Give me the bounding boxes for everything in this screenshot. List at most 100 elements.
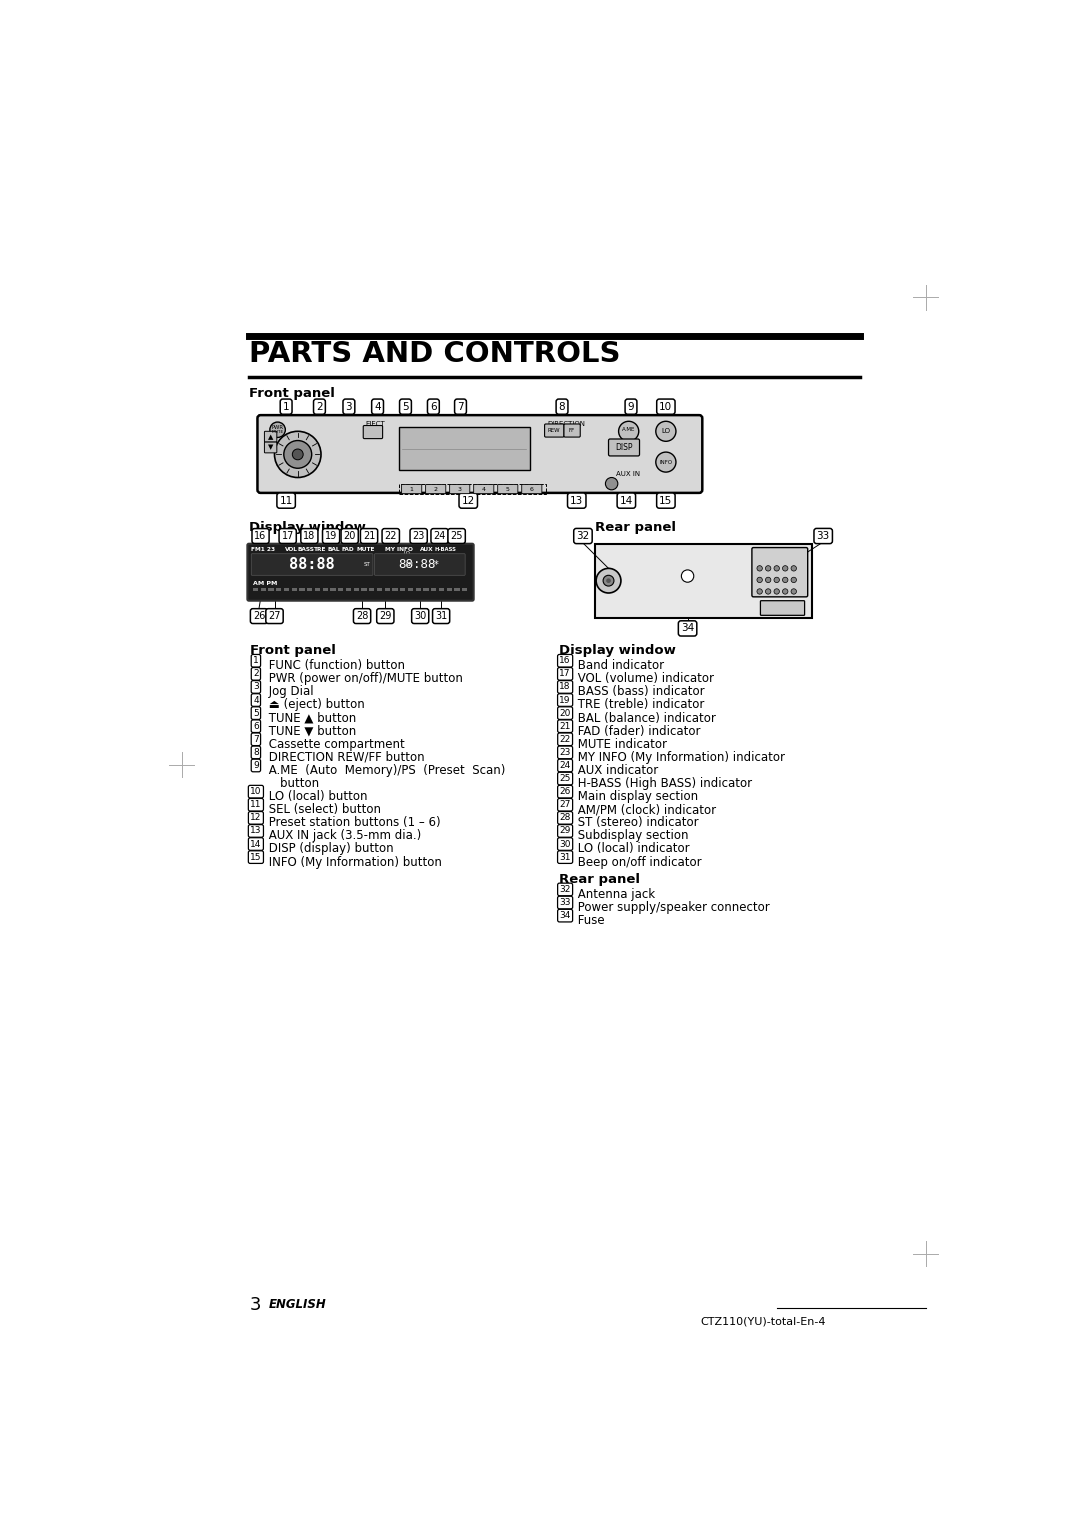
Text: MY INFO: MY INFO: [386, 547, 414, 553]
Bar: [455, 588, 460, 591]
Circle shape: [774, 565, 780, 571]
Text: 88:88: 88:88: [399, 558, 436, 571]
FancyBboxPatch shape: [426, 484, 446, 494]
Circle shape: [766, 565, 771, 571]
Text: 2: 2: [253, 669, 259, 678]
Bar: [462, 588, 468, 591]
Text: 25: 25: [450, 532, 463, 541]
Text: 6: 6: [253, 721, 259, 730]
Circle shape: [274, 431, 321, 477]
Text: FUNC (function) button: FUNC (function) button: [266, 659, 405, 672]
Text: Subdisplay section: Subdisplay section: [575, 830, 689, 842]
Text: Jog Dial: Jog Dial: [266, 686, 314, 698]
Bar: [431, 588, 436, 591]
Circle shape: [681, 570, 693, 582]
Text: 17: 17: [559, 669, 571, 678]
Text: VOL: VOL: [284, 547, 297, 553]
Text: LO (local) button: LO (local) button: [266, 790, 367, 804]
Bar: [408, 588, 414, 591]
Text: 2: 2: [434, 486, 437, 492]
Text: H-BASS: H-BASS: [434, 547, 456, 553]
Text: LO: LO: [404, 552, 410, 556]
Circle shape: [774, 588, 780, 594]
Text: 12: 12: [251, 813, 261, 822]
Text: 4: 4: [253, 695, 259, 704]
Circle shape: [757, 565, 762, 571]
Text: CH: CH: [406, 562, 414, 567]
Text: 16: 16: [255, 532, 267, 541]
Text: FAD (fader) indicator: FAD (fader) indicator: [575, 724, 701, 738]
Bar: [260, 588, 266, 591]
Text: INFO: INFO: [659, 460, 673, 465]
Text: 21: 21: [559, 721, 571, 730]
Text: 6: 6: [430, 402, 436, 411]
Bar: [338, 588, 343, 591]
Circle shape: [791, 578, 796, 582]
Text: 15: 15: [659, 495, 673, 506]
Text: 4: 4: [375, 402, 381, 411]
Text: 3: 3: [253, 683, 259, 692]
Text: Band indicator: Band indicator: [575, 659, 664, 672]
Text: 32: 32: [577, 532, 590, 541]
Bar: [314, 588, 321, 591]
Bar: [369, 588, 375, 591]
Text: 26: 26: [253, 611, 266, 620]
Text: 7: 7: [253, 735, 259, 744]
Text: A.ME  (Auto  Memory)/PS  (Preset  Scan): A.ME (Auto Memory)/PS (Preset Scan): [266, 764, 505, 776]
FancyBboxPatch shape: [265, 431, 276, 442]
Text: Cassette compartment: Cassette compartment: [266, 738, 405, 750]
Text: 20: 20: [559, 709, 571, 718]
Text: 34: 34: [681, 623, 694, 634]
FancyBboxPatch shape: [564, 423, 580, 437]
Bar: [362, 588, 367, 591]
Bar: [392, 588, 397, 591]
Text: 19: 19: [325, 532, 337, 541]
Text: 1: 1: [253, 656, 259, 665]
Circle shape: [783, 578, 788, 582]
Bar: [446, 588, 451, 591]
Text: Antenna jack: Antenna jack: [575, 888, 656, 902]
Circle shape: [596, 568, 621, 593]
Text: 18: 18: [303, 532, 315, 541]
FancyBboxPatch shape: [449, 484, 470, 494]
Text: VOL (volume) indicator: VOL (volume) indicator: [575, 672, 715, 686]
Circle shape: [270, 422, 285, 437]
Circle shape: [757, 588, 762, 594]
Text: CTZ110(YU)-total-En-4: CTZ110(YU)-total-En-4: [701, 1317, 826, 1326]
Text: 31: 31: [435, 611, 447, 620]
Text: FM1 23: FM1 23: [252, 547, 275, 553]
Text: BAL: BAL: [328, 547, 340, 553]
Text: DIRECTION: DIRECTION: [548, 420, 585, 426]
Text: 9: 9: [627, 402, 634, 411]
FancyBboxPatch shape: [375, 553, 465, 575]
Text: 5: 5: [402, 402, 409, 411]
Text: AUX indicator: AUX indicator: [575, 764, 659, 776]
Text: INFO (My Information) button: INFO (My Information) button: [266, 856, 442, 868]
Text: 5: 5: [253, 709, 259, 718]
Bar: [399, 484, 545, 495]
Text: 23: 23: [559, 747, 571, 756]
Circle shape: [791, 588, 796, 594]
FancyBboxPatch shape: [608, 439, 639, 455]
Text: DISP (display) button: DISP (display) button: [266, 842, 394, 856]
Text: 26: 26: [559, 787, 571, 796]
Text: Power supply/speaker connector: Power supply/speaker connector: [575, 902, 770, 914]
Text: 25: 25: [559, 775, 571, 782]
Bar: [423, 588, 429, 591]
Text: 28: 28: [559, 813, 571, 822]
Text: 11: 11: [251, 801, 261, 810]
Text: DISP: DISP: [616, 443, 633, 452]
Text: AUX: AUX: [420, 547, 434, 553]
Text: DIRECTION REW/FF button: DIRECTION REW/FF button: [266, 750, 424, 764]
Text: 3: 3: [249, 1296, 261, 1314]
Text: ⏏ (eject) button: ⏏ (eject) button: [266, 698, 365, 712]
Text: 14: 14: [251, 839, 261, 848]
Circle shape: [757, 578, 762, 582]
Text: TUNE ▼ button: TUNE ▼ button: [266, 724, 356, 738]
FancyBboxPatch shape: [760, 601, 805, 616]
Text: ST: ST: [364, 562, 370, 567]
Text: button: button: [266, 778, 320, 790]
Text: 8: 8: [253, 747, 259, 756]
Text: 14: 14: [620, 495, 633, 506]
Circle shape: [656, 452, 676, 472]
